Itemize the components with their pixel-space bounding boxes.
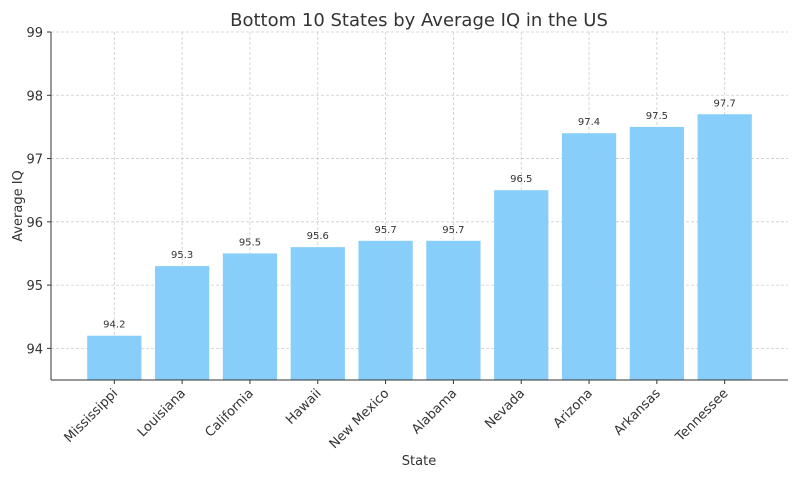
y-tick-label: 97 [26, 153, 43, 168]
x-tick-label: California [203, 386, 257, 440]
data-label: 97.4 [578, 117, 600, 128]
data-label: 97.7 [714, 98, 736, 109]
bar [155, 266, 210, 380]
chart-title: Bottom 10 States by Average IQ in the US [230, 10, 608, 31]
x-tick-label: Mississippi [62, 386, 122, 446]
x-tick-label: Arkansas [611, 386, 664, 439]
y-axis-label: Average IQ [11, 170, 26, 242]
x-tick-label: Tennessee [672, 386, 731, 445]
y-tick-label: 96 [26, 216, 43, 231]
y-tick-label: 94 [26, 342, 43, 357]
data-labels: 94.2 95.3 95.5 95.6 95.7 95.7 96.5 97.4 97.5 97.7 [103, 98, 736, 330]
y-tick-label: 98 [26, 89, 43, 104]
x-tick-label: Alabama [409, 386, 460, 437]
data-label: 95.7 [374, 225, 396, 236]
bar [426, 240, 481, 380]
data-label: 96.5 [510, 174, 532, 185]
y-tick-label: 99 [26, 26, 43, 41]
bar [697, 114, 752, 380]
data-label: 95.3 [171, 250, 193, 261]
bar [629, 126, 684, 380]
x-tick-label: New Mexico [327, 386, 393, 452]
data-label: 94.2 [103, 320, 125, 331]
bar [87, 335, 142, 380]
y-tick-label: 95 [26, 279, 43, 294]
data-label: 95.6 [307, 231, 329, 242]
bar [222, 253, 278, 380]
bar [561, 133, 617, 380]
data-label: 95.7 [442, 225, 464, 236]
bars [87, 114, 752, 380]
x-tick-label: Arizona [551, 386, 596, 431]
bar [290, 247, 345, 380]
x-axis-label: State [402, 454, 436, 469]
x-tick-label: Nevada [482, 386, 528, 432]
x-tick-label: Hawaii [283, 386, 324, 427]
data-label: 97.5 [646, 111, 668, 122]
bar [494, 190, 549, 380]
x-tick-label: Louisiana [135, 386, 189, 440]
bar [358, 240, 413, 380]
data-label: 95.5 [239, 237, 261, 248]
